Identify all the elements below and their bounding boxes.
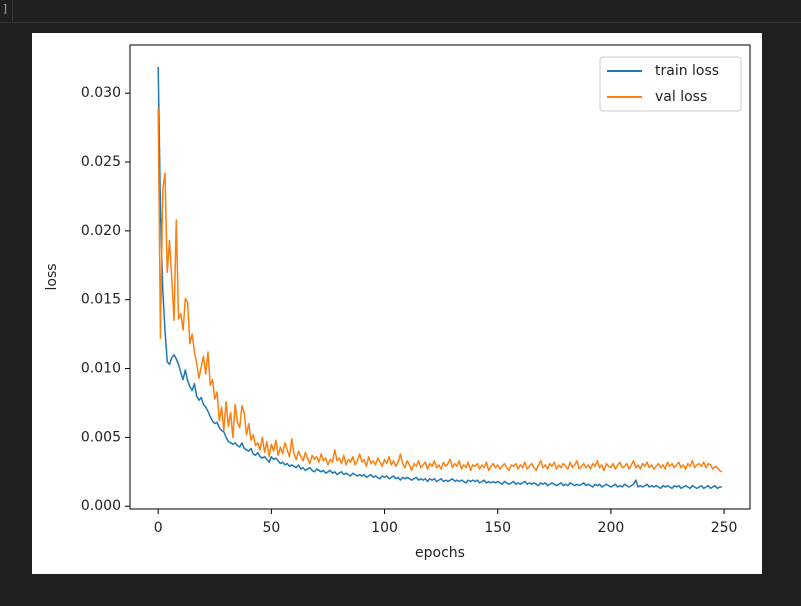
y-tick-label: 0.005 [81, 429, 121, 445]
cell-prompt: ] [2, 2, 9, 15]
x-axis-label: epochs [415, 545, 465, 561]
y-tick-label: 0.000 [81, 498, 121, 514]
y-tick-label: 0.010 [81, 361, 121, 377]
y-tick-label: 0.025 [81, 154, 121, 170]
x-tick-label: 50 [262, 520, 280, 536]
y-tick-label: 0.030 [81, 85, 121, 101]
cell-box [12, 0, 801, 21]
x-tick-label: 150 [484, 520, 511, 536]
figure-background [32, 33, 762, 574]
series-line [157, 67, 722, 490]
x-tick-label: 250 [711, 520, 738, 536]
legend-label: train loss [655, 63, 719, 79]
x-tick-label: 0 [154, 520, 163, 536]
x-tick-label: 100 [371, 520, 398, 536]
legend-label: val loss [655, 89, 707, 105]
x-tick-label: 200 [598, 520, 625, 536]
plot-frame [129, 44, 751, 510]
chart: epochs loss 0 50 100 150 200 250 0.000 0.005 0.0… [32, 33, 762, 574]
cell-bar: ] [0, 0, 801, 23]
y-tick-label: 0.015 [81, 292, 121, 308]
y-axis-label: loss [44, 263, 60, 290]
series-line [157, 108, 723, 473]
y-tick-label: 0.020 [81, 223, 121, 239]
